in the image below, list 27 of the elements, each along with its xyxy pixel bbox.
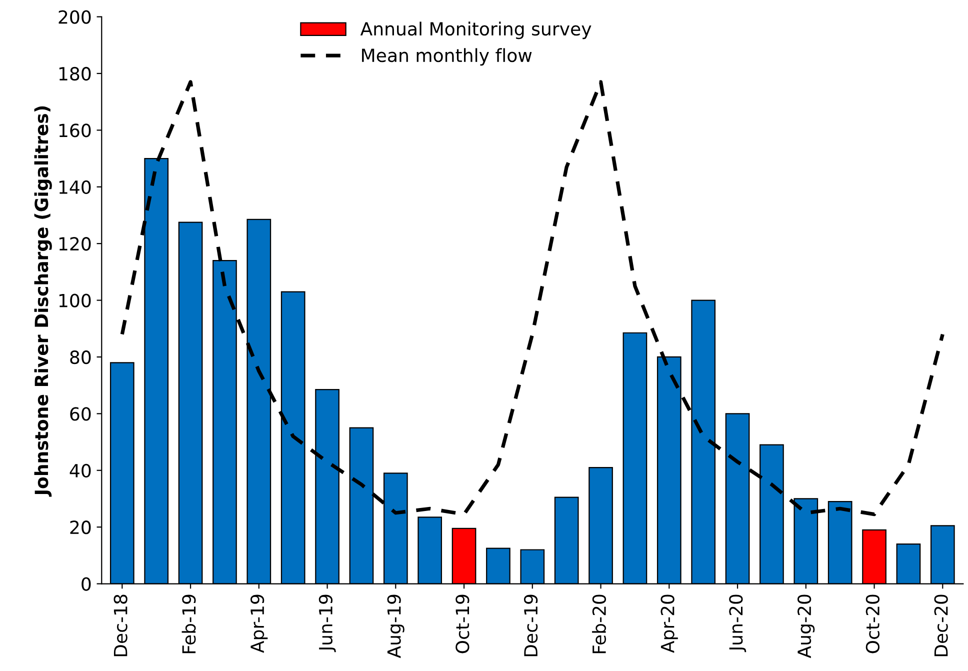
x-tick-label: Feb-19 [182, 594, 196, 654]
x-tick-label: Dec-19 [524, 594, 538, 656]
x-tick-label: Apr-20 [660, 594, 678, 653]
x-tick-label: Dec-20 [934, 594, 948, 656]
x-tick-label: Jun-19 [318, 594, 336, 652]
x-tick-label: Jun-20 [729, 594, 746, 652]
legend-label: Mean monthly flow [362, 48, 532, 66]
y-tick-label: 60 [70, 407, 91, 421]
y-tick-label: 120 [59, 237, 91, 251]
x-tick-label: Aug-20 [797, 594, 815, 658]
x-tick-label: Aug-19 [387, 594, 404, 658]
y-tick-label: 20 [70, 520, 91, 534]
x-tick-label: Feb-20 [592, 594, 606, 654]
y-tick-label: 40 [70, 464, 91, 478]
y-tick-label: 180 [59, 66, 91, 81]
x-tick-label: Oct-20 [866, 594, 880, 654]
y-tick-label: 200 [58, 10, 91, 24]
legend-label: Annual Monitoring survey [360, 22, 592, 40]
x-tick-label: Apr-19 [250, 594, 268, 653]
y-axis-title: Johnstone River Discharge (Gigalitres) [34, 106, 52, 497]
y-tick-label: 100 [59, 294, 91, 308]
y-tick-label: 80 [70, 350, 91, 364]
y-tick-label: 140 [59, 180, 91, 194]
x-tick-label: Oct-19 [456, 594, 470, 654]
x-tick-label: Dec-18 [114, 594, 128, 656]
y-tick-label: 0 [82, 577, 91, 591]
y-tick-label: 160 [59, 124, 91, 138]
